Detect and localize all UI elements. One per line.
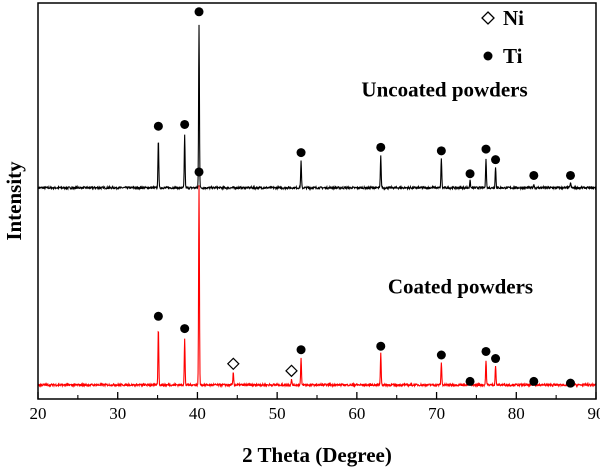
y-axis-title: Intensity	[2, 161, 26, 241]
x-tick-label: 30	[109, 404, 126, 423]
ti-peak-marker	[481, 346, 491, 356]
legend-ti-marker	[483, 51, 493, 61]
x-axis-ticks: 20 30 40 50 60 70 80 90	[30, 392, 600, 423]
x-tick-label: 50	[269, 404, 286, 423]
x-tick-label: 80	[508, 404, 525, 423]
ti-peak-marker	[565, 170, 575, 180]
annotation-coated-powders: Coated powders	[388, 274, 533, 298]
ti-peak-marker	[376, 341, 386, 351]
ti-peak-marker	[376, 142, 386, 152]
series-layer	[37, 24, 597, 389]
annotation-uncoated-powders: Uncoated powders	[361, 77, 527, 101]
series-line-coated	[37, 185, 597, 389]
ti-peak-marker	[194, 7, 204, 17]
x-tick-label: 40	[189, 404, 206, 423]
ti-peak-marker	[465, 376, 475, 386]
ti-peak-marker	[436, 146, 446, 156]
ti-peak-marker	[491, 354, 501, 364]
legend: Ni Ti	[481, 6, 524, 68]
ni-peak-marker	[285, 364, 298, 378]
ti-peak-marker	[529, 376, 539, 386]
ti-peak-marker	[481, 144, 491, 154]
x-tick-label: 60	[348, 404, 365, 423]
ti-peak-marker	[153, 121, 163, 131]
ti-peak-marker	[180, 119, 190, 129]
legend-ni-label: Ni	[503, 6, 524, 30]
ti-peak-marker	[296, 148, 306, 158]
ti-peak-marker	[194, 167, 204, 177]
ti-peak-marker	[296, 345, 306, 355]
legend-ti-label: Ti	[503, 44, 523, 68]
legend-ni-marker	[481, 11, 495, 25]
x-tick-label: 90	[588, 404, 600, 423]
marker-layer	[153, 7, 575, 388]
ti-peak-marker	[180, 324, 190, 334]
ti-peak-marker	[436, 350, 446, 360]
x-tick-label: 20	[30, 404, 47, 423]
ti-peak-marker	[465, 169, 475, 179]
ti-peak-marker	[153, 311, 163, 321]
ti-peak-marker	[491, 155, 501, 165]
ti-peak-marker	[529, 170, 539, 180]
x-axis-title: 2 Theta (Degree)	[242, 443, 392, 467]
x-tick-label: 70	[428, 404, 445, 423]
ti-peak-marker	[565, 378, 575, 388]
ni-peak-marker	[226, 357, 240, 371]
series-line-uncoated	[37, 24, 597, 191]
